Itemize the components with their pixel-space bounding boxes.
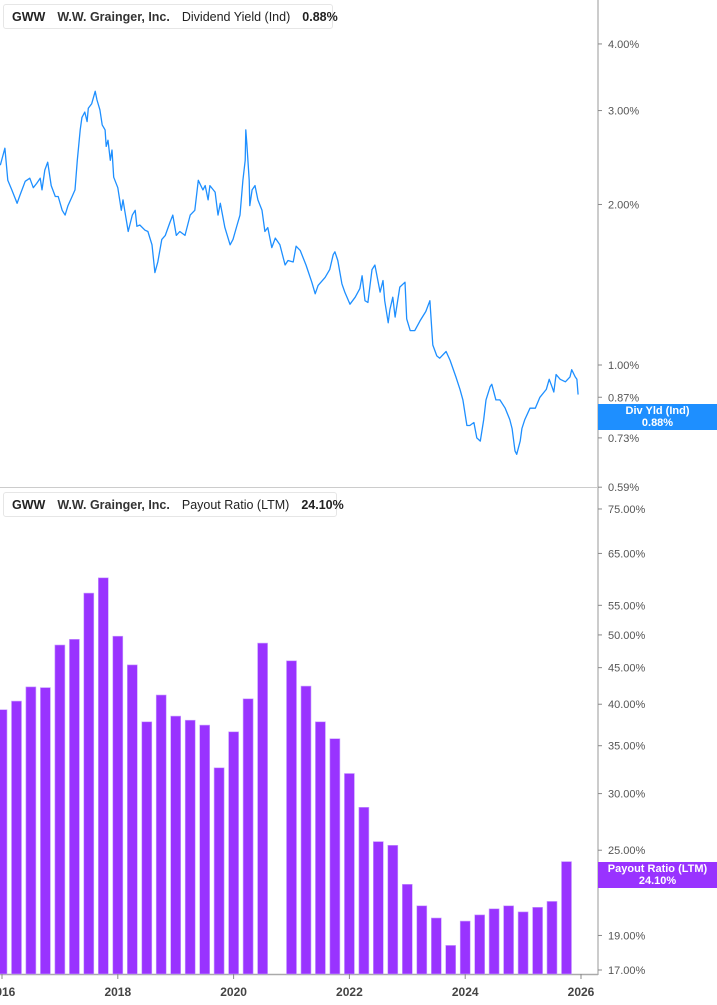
x-axis-ticks: 2016 2018 2020 2022 2024 2026 bbox=[0, 974, 595, 999]
payout-bar bbox=[401, 883, 413, 975]
flag-value: 0.88% bbox=[641, 417, 674, 429]
payout-bar bbox=[40, 687, 51, 975]
y-tick-label: 65.00% bbox=[608, 548, 646, 560]
payout-bar bbox=[25, 686, 37, 975]
payout-bar bbox=[532, 906, 543, 975]
payout-bar bbox=[112, 635, 124, 975]
payout-last-value-flag: Payout Ratio (LTM) 24.10% bbox=[598, 862, 717, 888]
y-tick-label: 17.00% bbox=[608, 965, 646, 977]
dividend-yield-line bbox=[0, 90, 579, 455]
y-tick-label: 3.00% bbox=[608, 106, 639, 118]
x-tick-label: 2022 bbox=[336, 985, 363, 999]
x-tick-label: 2026 bbox=[568, 985, 595, 999]
payout-bar bbox=[416, 905, 428, 975]
legend-ticker: GWW bbox=[12, 497, 46, 512]
y-tick-label: 40.00% bbox=[608, 699, 646, 711]
y-tick-label: 75.00% bbox=[608, 504, 646, 516]
x-tick-label: 2018 bbox=[104, 985, 131, 999]
payout-bar bbox=[329, 738, 341, 975]
x-tick-label: 2016 bbox=[0, 985, 16, 999]
payout-bar bbox=[517, 911, 529, 975]
y-tick-label: 30.00% bbox=[608, 789, 646, 801]
payout-bar bbox=[83, 592, 95, 975]
payout-bar bbox=[127, 664, 138, 975]
legend-value: 0.88% bbox=[302, 9, 338, 24]
payout-bar bbox=[445, 945, 457, 975]
payout-bar bbox=[300, 685, 312, 975]
payout-bar bbox=[242, 698, 254, 975]
y-tick-label: 50.00% bbox=[608, 630, 646, 642]
payout-bar bbox=[141, 721, 153, 975]
legend-metric: Payout Ratio (LTM) bbox=[181, 497, 290, 512]
y-tick-label: 45.00% bbox=[608, 663, 646, 675]
flag-label: Payout Ratio (LTM) bbox=[607, 863, 708, 875]
yield-last-value-flag: Div Yld (Ind) 0.88% bbox=[598, 404, 717, 430]
payout-bar bbox=[286, 660, 297, 975]
legend-metric: Dividend Yield (Ind) bbox=[181, 9, 291, 24]
payout-bar bbox=[54, 644, 66, 975]
y-tick-label: 19.00% bbox=[608, 930, 646, 942]
flag-value: 24.10% bbox=[638, 875, 677, 887]
payout-legend: GWW W.W. Grainger, Inc. Payout Ratio (LT… bbox=[3, 492, 344, 517]
payout-bar bbox=[488, 908, 500, 975]
y-tick-label: 2.00% bbox=[608, 199, 639, 211]
payout-bar bbox=[199, 724, 210, 975]
payout-bar bbox=[170, 715, 181, 975]
y-tick-label: 0.59% bbox=[608, 482, 639, 494]
legend-company: W.W. Grainger, Inc. bbox=[57, 9, 170, 24]
payout-bar bbox=[459, 920, 471, 975]
payout-bar bbox=[257, 642, 268, 975]
legend-ticker: GWW bbox=[12, 9, 46, 24]
flag-label: Div Yld (Ind) bbox=[625, 405, 690, 417]
legend-company: W.W. Grainger, Inc. bbox=[57, 497, 170, 512]
x-tick-label: 2020 bbox=[220, 985, 247, 999]
payout-bar bbox=[11, 700, 22, 975]
payout-bar bbox=[546, 901, 558, 975]
y-tick-label: 4.00% bbox=[608, 39, 639, 51]
yield-legend: GWW W.W. Grainger, Inc. Dividend Yield (… bbox=[3, 4, 338, 29]
payout-bar bbox=[344, 773, 355, 975]
y-tick-label: 1.00% bbox=[608, 360, 639, 372]
payout-bar bbox=[561, 861, 572, 975]
payout-bar bbox=[430, 917, 442, 975]
payout-bar bbox=[358, 806, 370, 975]
payout-bar bbox=[213, 767, 225, 975]
payout-bar bbox=[503, 905, 514, 975]
payout-bar bbox=[228, 731, 239, 975]
yield-axis-ticks: 4.00% 3.00% 2.00% 1.00% 0.87% 0.73% 0.59% bbox=[598, 39, 639, 494]
payout-bar bbox=[372, 841, 384, 975]
y-tick-label: 35.00% bbox=[608, 741, 646, 753]
legend-value: 24.10% bbox=[301, 497, 344, 512]
payout-axis-ticks: 75.00% 65.00% 55.00% 50.00% 45.00% 40.00% 35.0… bbox=[598, 504, 646, 977]
y-tick-label: 25.00% bbox=[608, 845, 646, 857]
payout-bars bbox=[0, 577, 572, 975]
x-tick-label: 2024 bbox=[452, 985, 479, 999]
payout-bar bbox=[0, 709, 8, 975]
y-tick-label: 0.73% bbox=[608, 433, 639, 445]
y-tick-label: 0.87% bbox=[608, 392, 639, 404]
payout-bar bbox=[69, 638, 80, 975]
payout-bar bbox=[387, 844, 399, 975]
payout-bar bbox=[155, 694, 167, 975]
yield-line-group bbox=[0, 90, 579, 455]
payout-bar bbox=[184, 719, 196, 975]
payout-bar bbox=[98, 577, 109, 975]
y-tick-label: 55.00% bbox=[608, 600, 646, 612]
payout-bar bbox=[315, 721, 326, 975]
payout-bar bbox=[474, 914, 486, 975]
